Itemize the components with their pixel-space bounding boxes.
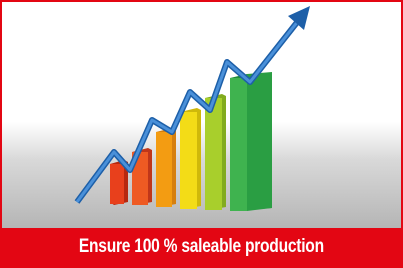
floor <box>2 122 401 228</box>
caption: Ensure 100 % saleable production <box>79 236 324 258</box>
illustration <box>2 2 401 228</box>
caption-bar: Ensure 100 % saleable production <box>2 228 401 266</box>
card: Ensure 100 % saleable production <box>0 0 403 268</box>
